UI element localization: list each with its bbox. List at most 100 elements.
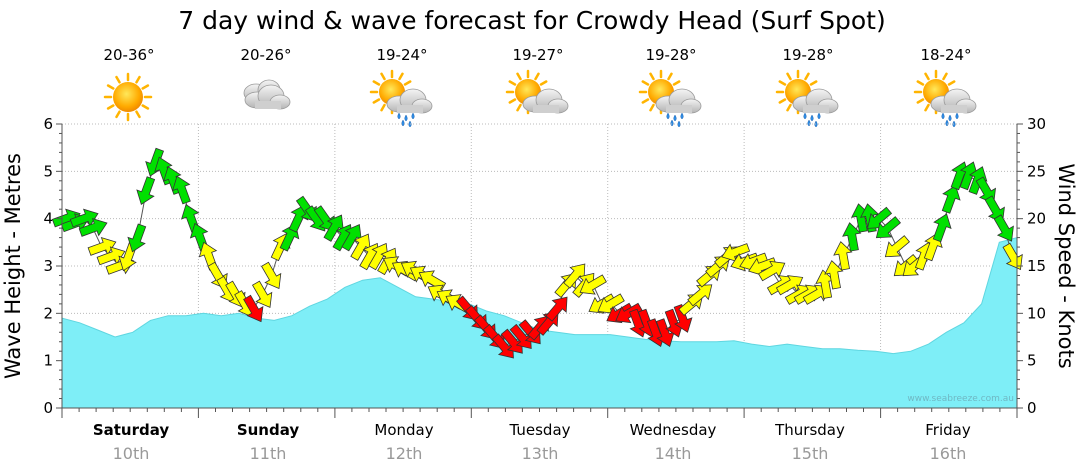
y-tick-label-right: 25 [1027, 162, 1046, 180]
y-tick-label-left: 6 [43, 115, 53, 133]
wind-arrow [673, 304, 693, 333]
day-name-label: Friday [925, 421, 971, 439]
wind-arrow-shape [288, 204, 309, 233]
y-tick-label-right: 15 [1027, 257, 1046, 275]
axes: 0 1 2 3 4 5 6 0 5 10 15 20 25 30 [43, 115, 1046, 418]
sun-cloud-shower-icon [638, 69, 702, 128]
wind-arrow [687, 284, 713, 307]
wind-arrow-shape [579, 274, 607, 295]
wind-arrow-shape [757, 260, 786, 282]
sun-ray [115, 110, 121, 119]
y-tick-label-left: 5 [43, 162, 53, 180]
sun-ray [649, 103, 655, 112]
wind-arrow-shape [127, 223, 147, 253]
rain-drops [803, 112, 821, 128]
sun-ray [641, 80, 650, 86]
wind-arrow-shape [842, 222, 862, 252]
sun-ray [516, 103, 522, 112]
y-tick-label-left: 3 [43, 257, 53, 275]
wind-arrow [757, 260, 786, 282]
sun-cloud-rain-icon [913, 69, 977, 128]
sun-ray [135, 75, 141, 84]
sun-cloud-rain-icon [775, 69, 839, 128]
sun-ray [916, 98, 925, 104]
wind-arrow-shape [251, 280, 273, 308]
wind-arrow-shape [941, 184, 961, 214]
sun-ray [508, 80, 517, 86]
wind-arrow [127, 223, 147, 253]
wind-arrow [993, 214, 1014, 242]
wind-arrow [579, 274, 607, 295]
wind-arrow-shape [875, 216, 901, 239]
sun-ray [809, 80, 818, 86]
temperature-range-label: 20-36° [103, 46, 154, 64]
wind-arrow [172, 175, 191, 205]
cloud-shape [655, 88, 702, 114]
y-tick-label-left: 0 [43, 399, 53, 417]
sun-ray [534, 72, 540, 81]
sun-ray [135, 110, 141, 119]
wind-arrow [251, 280, 273, 308]
y-tick-label-left: 2 [43, 304, 53, 322]
wind-arrow [243, 294, 264, 323]
wind-arrow [833, 241, 853, 271]
sun-ray [667, 72, 673, 81]
temperature-range-label: 19-27° [512, 46, 563, 64]
day-date-label: 10th [113, 444, 150, 463]
sun-ray [672, 80, 681, 86]
sun-ray [539, 80, 548, 86]
chart-title: 7 day wind & wave forecast for Crowdy He… [178, 6, 885, 35]
sun-ray [403, 80, 412, 86]
wind-arrow-shape [313, 205, 335, 232]
cloud-shape [792, 88, 839, 114]
y-tick-label-right: 5 [1027, 352, 1037, 370]
wind-arrow [884, 235, 910, 258]
day-name-label: Sunday [237, 421, 300, 439]
temperature-labels: 20-36° 20-26° 19-24° 19-27° 19-28° 19-28° 18-2… [103, 46, 971, 64]
wind-arrow [615, 302, 643, 324]
sun-cloud-rain-icon [369, 69, 433, 128]
wind-arrow [260, 261, 282, 290]
wind-arrow-shape [243, 294, 264, 323]
wind-arrow [288, 204, 309, 233]
y-tick-label-left: 1 [43, 352, 53, 370]
wind-arrow [775, 275, 804, 296]
sun-ray [649, 72, 655, 81]
wind-arrow-shape [545, 296, 568, 322]
y-tick-label-right: 0 [1027, 399, 1037, 417]
y-axis-right-label: Wind Speed - Knots [1054, 163, 1078, 368]
day-date-label: 16th [930, 444, 967, 463]
day-date-label: 13th [522, 444, 559, 463]
sun-ray [804, 72, 810, 81]
wind-arrow [941, 184, 961, 214]
day-date-label: 11th [250, 444, 287, 463]
day-name-label: Tuesday [508, 421, 570, 439]
day-name-label: Saturday [93, 421, 170, 439]
wind-arrow-shape [687, 284, 713, 307]
wind-arrow-shape [993, 214, 1014, 242]
rain-drops [666, 112, 684, 128]
wind-arrow-shape [172, 175, 191, 205]
weather-icons [103, 69, 977, 128]
sun-disc [113, 82, 143, 112]
temperature-range-label: 19-28° [645, 46, 696, 64]
cloud-shape [243, 79, 291, 110]
wind-arrow-shape [260, 261, 282, 290]
temperature-range-label: 19-28° [782, 46, 833, 64]
sun-ray [916, 80, 925, 86]
y-axis-left-label: Wave Height - Metres [1, 153, 25, 379]
cloud-shape [930, 88, 977, 114]
day-name-label: Wednesday [630, 421, 717, 439]
wind-arrow-shape [673, 304, 693, 333]
day-labels: Saturday 10th Sunday 11th Monday 12th Tuesday 1… [93, 421, 971, 463]
sun-ray [141, 104, 150, 110]
wind-arrow-shape [932, 213, 952, 243]
wind-arrow [932, 213, 952, 243]
sunny-icon [103, 72, 153, 122]
temperature-range-label: 18-24° [920, 46, 971, 64]
wind-arrow [78, 218, 108, 237]
sun-ray [778, 80, 787, 86]
y-tick-label-right: 10 [1027, 304, 1046, 322]
rain-drops [941, 112, 959, 128]
sun-ray [942, 72, 948, 81]
